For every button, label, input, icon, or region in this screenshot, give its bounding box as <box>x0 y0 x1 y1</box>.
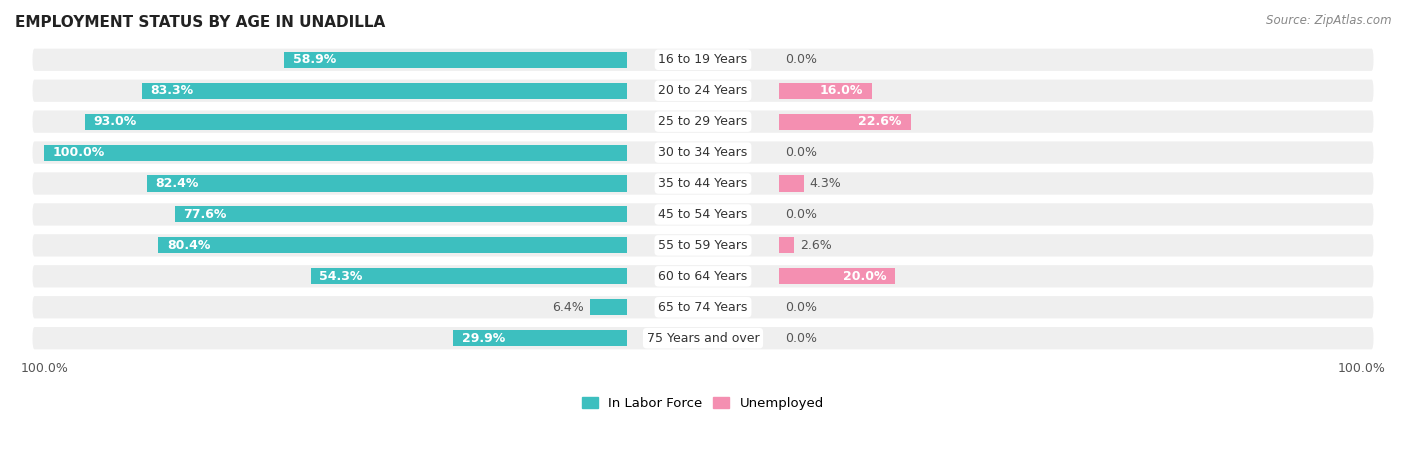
Text: 16 to 19 Years: 16 to 19 Years <box>658 53 748 66</box>
Bar <box>591 299 627 315</box>
Text: 55 to 59 Years: 55 to 59 Years <box>658 239 748 252</box>
Bar <box>779 237 794 253</box>
Text: 2.6%: 2.6% <box>800 239 831 252</box>
Text: 22.6%: 22.6% <box>859 115 901 128</box>
FancyBboxPatch shape <box>32 265 1374 287</box>
Bar <box>779 175 804 192</box>
Text: 16.0%: 16.0% <box>820 84 863 97</box>
Text: 77.6%: 77.6% <box>184 208 226 221</box>
FancyBboxPatch shape <box>32 110 1374 133</box>
Text: 54.3%: 54.3% <box>319 270 363 283</box>
Bar <box>779 83 872 99</box>
FancyBboxPatch shape <box>32 203 1374 226</box>
Bar <box>779 268 896 284</box>
Text: 83.3%: 83.3% <box>150 84 194 97</box>
Text: 4.3%: 4.3% <box>810 177 841 190</box>
Bar <box>84 114 627 129</box>
Text: 45 to 54 Years: 45 to 54 Years <box>658 208 748 221</box>
FancyBboxPatch shape <box>32 296 1374 318</box>
FancyBboxPatch shape <box>32 79 1374 102</box>
Bar <box>174 207 627 222</box>
Text: 82.4%: 82.4% <box>156 177 198 190</box>
Bar <box>159 237 627 253</box>
Text: 65 to 74 Years: 65 to 74 Years <box>658 301 748 314</box>
Text: Source: ZipAtlas.com: Source: ZipAtlas.com <box>1267 14 1392 27</box>
Bar <box>284 52 627 68</box>
FancyBboxPatch shape <box>32 327 1374 350</box>
Text: 35 to 44 Years: 35 to 44 Years <box>658 177 748 190</box>
Legend: In Labor Force, Unemployed: In Labor Force, Unemployed <box>582 397 824 410</box>
Text: 80.4%: 80.4% <box>167 239 211 252</box>
Bar <box>146 175 627 192</box>
Text: 75 Years and over: 75 Years and over <box>647 331 759 345</box>
Text: 0.0%: 0.0% <box>785 53 817 66</box>
Text: 0.0%: 0.0% <box>785 301 817 314</box>
Text: 100.0%: 100.0% <box>53 146 105 159</box>
Text: 0.0%: 0.0% <box>785 208 817 221</box>
Text: 100.0%: 100.0% <box>21 362 69 375</box>
Bar <box>142 83 627 99</box>
Text: 20.0%: 20.0% <box>844 270 887 283</box>
Text: EMPLOYMENT STATUS BY AGE IN UNADILLA: EMPLOYMENT STATUS BY AGE IN UNADILLA <box>15 15 385 30</box>
FancyBboxPatch shape <box>32 172 1374 195</box>
FancyBboxPatch shape <box>32 49 1374 71</box>
FancyBboxPatch shape <box>32 142 1374 164</box>
FancyBboxPatch shape <box>32 234 1374 257</box>
Text: 0.0%: 0.0% <box>785 146 817 159</box>
Bar <box>44 145 627 161</box>
Text: 100.0%: 100.0% <box>1337 362 1385 375</box>
Text: 58.9%: 58.9% <box>292 53 336 66</box>
Text: 30 to 34 Years: 30 to 34 Years <box>658 146 748 159</box>
Bar <box>779 114 911 129</box>
Text: 60 to 64 Years: 60 to 64 Years <box>658 270 748 283</box>
Text: 0.0%: 0.0% <box>785 331 817 345</box>
Text: 20 to 24 Years: 20 to 24 Years <box>658 84 748 97</box>
Bar <box>311 268 627 284</box>
Text: 93.0%: 93.0% <box>94 115 136 128</box>
Text: 29.9%: 29.9% <box>461 331 505 345</box>
Bar <box>453 330 627 346</box>
Text: 6.4%: 6.4% <box>553 301 583 314</box>
Text: 25 to 29 Years: 25 to 29 Years <box>658 115 748 128</box>
